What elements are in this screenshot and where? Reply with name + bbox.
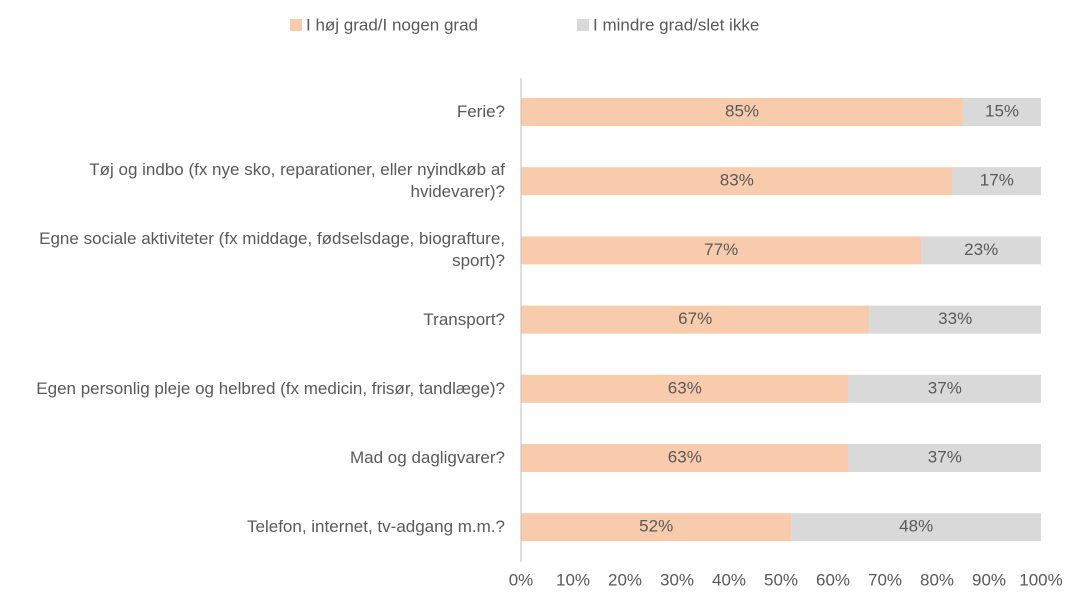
data-label: 83% [720, 171, 754, 190]
bar-segment [848, 374, 1041, 403]
bar-segment [521, 444, 849, 472]
legend-label: I mindre grad/slet ikke [593, 15, 759, 34]
x-tick-label: 50% [764, 570, 798, 589]
category-label: Transport? [423, 309, 505, 329]
bar-segment [521, 374, 849, 403]
category-label: Tøj og indbo (fx nye sko, reparationer, … [89, 160, 505, 202]
legend-swatch [290, 19, 302, 31]
data-label: 33% [938, 309, 972, 328]
x-tick-label: 30% [660, 570, 694, 589]
data-label: 37% [928, 447, 962, 466]
data-label: 48% [899, 517, 933, 536]
bar-segment [869, 305, 1041, 334]
bar-segment [521, 305, 870, 334]
bar-segment [521, 167, 953, 196]
bar-segment [848, 444, 1041, 472]
data-label: 17% [980, 171, 1014, 190]
bar-segment [521, 98, 963, 126]
bar-segment [921, 236, 1041, 265]
bar-segment [791, 513, 1041, 542]
x-tick-label: 20% [608, 570, 642, 589]
category-label: Egne sociale aktiviteter (fx middage, fø… [39, 229, 505, 271]
bar-segment [521, 513, 792, 542]
data-label: 37% [928, 378, 962, 397]
x-tick-label: 100% [1019, 570, 1062, 589]
data-label: 63% [668, 378, 702, 397]
x-tick-label: 70% [868, 570, 902, 589]
x-tick-label: 90% [972, 570, 1006, 589]
data-label: 67% [678, 309, 712, 328]
category-label: Telefon, internet, tv-adgang m.m.? [247, 517, 505, 537]
x-tick-label: 0% [509, 570, 534, 589]
data-label: 63% [668, 447, 702, 466]
x-tick-label: 60% [816, 570, 850, 589]
bar-segment [521, 236, 922, 265]
x-tick-label: 10% [556, 570, 590, 589]
legend-label: I høj grad/I nogen grad [306, 15, 478, 34]
category-label: Egen personlig pleje og helbred (fx medi… [36, 378, 505, 398]
data-label: 15% [985, 101, 1019, 120]
legend-swatch [577, 19, 589, 31]
category-label: Mad og dagligvarer? [350, 448, 505, 467]
x-tick-label: 80% [920, 570, 954, 589]
data-label: 23% [964, 240, 998, 259]
data-label: 77% [704, 240, 738, 259]
x-tick-label: 40% [712, 570, 746, 589]
category-label: Ferie? [456, 102, 505, 121]
bar-segment [963, 98, 1041, 126]
data-label: 52% [639, 517, 673, 536]
bar-segment [952, 167, 1041, 196]
data-label: 85% [725, 101, 759, 120]
